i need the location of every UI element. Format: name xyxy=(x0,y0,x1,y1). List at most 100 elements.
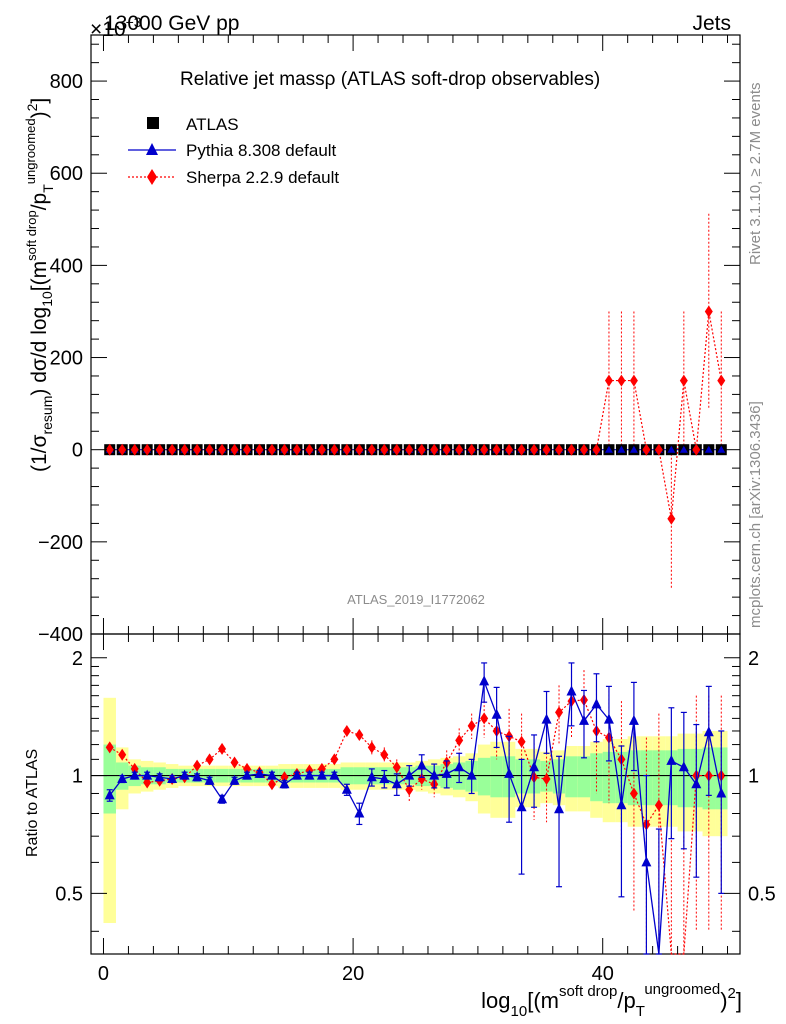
ratio-pythia-point xyxy=(217,793,228,804)
pythia-point xyxy=(667,445,676,453)
ratio-pythia-point xyxy=(566,685,577,696)
pythia-point xyxy=(617,445,626,453)
ratio-pythia-point xyxy=(204,774,215,785)
x-axis-label: log10[(msoft drop/pTungroomed)2] xyxy=(481,981,742,1020)
process-label: Jets xyxy=(692,12,731,35)
sherpa-point xyxy=(692,443,701,456)
sherpa-point xyxy=(629,374,638,387)
ratio-pythia-point xyxy=(703,726,714,737)
sherpa-point xyxy=(567,443,576,456)
ratio-pythia-point xyxy=(591,698,602,709)
ratio-pythia-point xyxy=(616,799,627,810)
ratio-sherpa-point xyxy=(417,772,426,785)
ratio-pythia-point xyxy=(167,772,178,783)
ratio-pythia-point xyxy=(479,675,490,686)
ratio-sherpa-point xyxy=(330,753,339,766)
sherpa-point xyxy=(654,443,663,456)
sherpa-point xyxy=(355,443,364,456)
ratio-pythia-point xyxy=(341,783,352,794)
ratio-pythia-point xyxy=(416,759,427,770)
sherpa-point xyxy=(617,374,626,387)
rivet-version-label: Rivet 3.1.10, ≥ 2.7M events xyxy=(747,83,764,266)
sherpa-point xyxy=(317,443,326,456)
ratio-pythia-point xyxy=(279,778,290,789)
pythia-point xyxy=(604,445,613,453)
ratio-y-tick-label-right: 0.5 xyxy=(748,883,776,905)
ratio-sherpa-point xyxy=(629,787,638,800)
ratio-pythia-point xyxy=(691,778,702,789)
ratio-sherpa-point xyxy=(267,778,276,791)
legend-sherpa-marker xyxy=(147,169,157,185)
ratio-sherpa-point xyxy=(230,756,239,769)
sherpa-point xyxy=(717,374,726,387)
sherpa-point xyxy=(480,443,489,456)
ratio-pythia-point xyxy=(541,713,552,724)
axes-ticks: −400 −200 0 200 400 600 800 0 20 40 0.5 0.5 1 1 2 2 xyxy=(38,35,776,985)
sherpa-point xyxy=(292,443,301,456)
ratio-pythia-point xyxy=(266,769,277,780)
pythia-point xyxy=(679,445,688,453)
sherpa-point xyxy=(380,443,389,456)
sherpa-point xyxy=(604,374,613,387)
ratio-pythia-point xyxy=(179,769,190,780)
sherpa-point xyxy=(180,443,189,456)
ratio-sherpa-point xyxy=(467,719,476,732)
ratio-sherpa-point xyxy=(455,734,464,747)
legend-sherpa-label: Sherpa 2.2.9 default xyxy=(186,168,339,187)
ratio-pythia-point xyxy=(142,769,153,780)
ratio-pythia-point xyxy=(666,754,677,765)
ratio-pythia-point xyxy=(104,789,115,800)
ratio-pythia-point xyxy=(429,769,440,780)
sherpa-point xyxy=(218,443,227,456)
ratio-pythia-point xyxy=(603,713,614,724)
sherpa-point xyxy=(417,443,426,456)
ratio-y-tick-label: 1 xyxy=(72,766,83,788)
ratio-pythia-point xyxy=(678,761,689,772)
sherpa-point xyxy=(193,443,202,456)
ratio-plot-area xyxy=(91,662,740,955)
ratio-pythia-point xyxy=(441,767,452,778)
sherpa-point xyxy=(505,443,514,456)
y-axis-label: (1/σresum) dσ/d log10[(msoft drop/pTungr… xyxy=(23,98,56,472)
sherpa-point xyxy=(642,443,651,456)
ratio-pythia-point xyxy=(491,708,502,719)
ratio-pythia-point xyxy=(316,769,327,780)
sherpa-point xyxy=(118,443,127,456)
ratio-pythia-point xyxy=(354,807,365,818)
y-exponent-label: ×10−3 xyxy=(90,14,142,41)
ratio-pythia-point xyxy=(242,769,253,780)
ratio-pythia-point xyxy=(291,769,302,780)
ratio-sherpa-point xyxy=(392,761,401,774)
legend: ATLAS Pythia 8.308 default Sherpa 2.2.9 … xyxy=(128,115,339,187)
sherpa-point xyxy=(330,443,339,456)
energy-label: 13000 GeV pp xyxy=(104,12,239,35)
sherpa-point xyxy=(517,443,526,456)
legend-atlas-marker xyxy=(147,117,159,129)
ratio-y-tick-label: 2 xyxy=(72,648,83,670)
sherpa-line xyxy=(109,311,722,519)
ratio-sherpa-point xyxy=(542,772,551,785)
sherpa-point xyxy=(492,443,501,456)
ratio-sherpa-point xyxy=(367,741,376,754)
ratio-band-green xyxy=(565,756,578,798)
sherpa-point xyxy=(542,443,551,456)
y-tick-label: 200 xyxy=(50,348,83,370)
ratio-pythia-point xyxy=(716,787,727,798)
ratio-band-green xyxy=(477,757,491,796)
ratio-pythia-point xyxy=(516,801,527,812)
ratio-pythia-point xyxy=(391,778,402,789)
ratio-sherpa-point xyxy=(355,728,364,741)
ratio-sherpa-point xyxy=(480,712,489,725)
ratio-sherpa-point xyxy=(218,742,227,755)
ratio-pythia-point xyxy=(117,772,128,783)
ratio-pythia-point xyxy=(466,769,477,780)
ratio-band-green xyxy=(590,753,603,802)
sherpa-point xyxy=(267,443,276,456)
ratio-panel-frame xyxy=(90,633,741,955)
ratio-pythia-point xyxy=(529,761,540,772)
sherpa-point xyxy=(168,443,177,456)
pythia-point xyxy=(704,445,713,453)
sherpa-point xyxy=(205,443,214,456)
y-tick-label: 400 xyxy=(50,255,83,277)
